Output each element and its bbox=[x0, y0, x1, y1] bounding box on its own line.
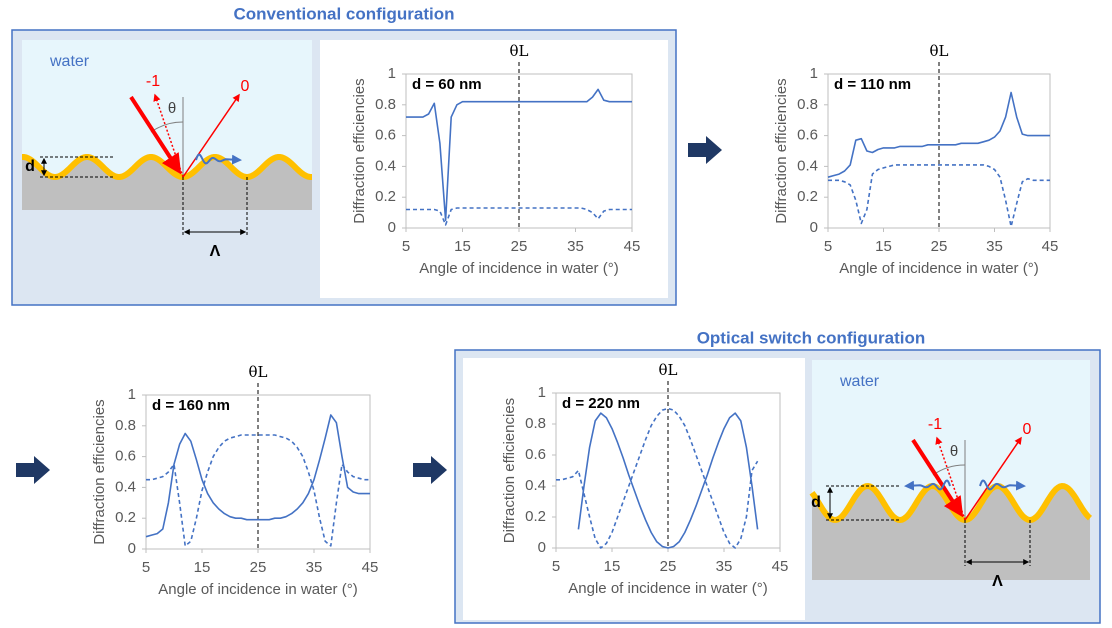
y-tick-label: 0.8 bbox=[525, 415, 546, 432]
y-axis-label: Diffraction efficiencies bbox=[91, 399, 108, 544]
y-tick-label: 0.8 bbox=[797, 96, 818, 113]
y-axis-label: Diffraction efficiencies bbox=[501, 398, 518, 543]
order-label: -1 bbox=[928, 416, 942, 433]
angle-label: θ bbox=[168, 100, 176, 117]
x-tick-label: 25 bbox=[660, 558, 677, 575]
y-tick-label: 1 bbox=[128, 386, 136, 403]
x-axis-label: Angle of incidence in water (°) bbox=[568, 580, 767, 597]
y-axis-label: Diffraction efficiencies bbox=[773, 78, 790, 223]
series-line bbox=[828, 164, 1050, 228]
x-tick-label: 5 bbox=[402, 238, 410, 255]
x-tick-label: 15 bbox=[454, 238, 471, 255]
order-label: 0 bbox=[1023, 421, 1032, 438]
y-tick-label: 0 bbox=[810, 219, 818, 236]
x-tick-label: 25 bbox=[511, 238, 528, 255]
medium-label: water bbox=[839, 373, 880, 390]
series-line bbox=[556, 407, 759, 549]
x-tick-label: 35 bbox=[716, 558, 733, 575]
x-tick-label: 45 bbox=[624, 238, 641, 255]
order-minus1 bbox=[153, 93, 184, 178]
y-tick-label: 0.2 bbox=[115, 509, 136, 526]
y-tick-label: 0.4 bbox=[115, 478, 136, 495]
chart-panel bbox=[320, 40, 668, 298]
depth-label: d bbox=[811, 494, 821, 511]
series-line bbox=[145, 414, 370, 538]
x-tick-label: 15 bbox=[194, 559, 211, 576]
period-label: Λ bbox=[210, 243, 221, 260]
y-tick-label: 0.4 bbox=[525, 477, 546, 494]
series-line bbox=[406, 207, 632, 226]
thickness-label: d = 160 nm bbox=[152, 397, 230, 414]
x-tick-label: 35 bbox=[986, 238, 1003, 255]
y-tick-label: 0.8 bbox=[115, 417, 136, 434]
x-tick-label: 25 bbox=[931, 238, 948, 255]
series-line bbox=[146, 434, 370, 547]
substrate bbox=[22, 157, 312, 210]
angle-label: θ bbox=[950, 443, 958, 460]
arrow bbox=[413, 456, 447, 484]
depth-label: d bbox=[25, 158, 35, 175]
x-tick-label: 15 bbox=[875, 238, 892, 255]
x-tick-label: 45 bbox=[1042, 238, 1059, 255]
y-tick-label: 0.2 bbox=[525, 508, 546, 525]
x-axis-label: Angle of incidence in water (°) bbox=[158, 581, 357, 598]
marker-label: θL bbox=[930, 42, 949, 60]
y-tick-label: 0 bbox=[388, 219, 396, 236]
surface-wave bbox=[195, 153, 242, 165]
x-tick-label: 5 bbox=[552, 558, 560, 575]
x-axis-label: Angle of incidence in water (°) bbox=[419, 260, 618, 277]
y-tick-label: 0.4 bbox=[797, 157, 818, 174]
y-tick-label: 0.8 bbox=[375, 96, 396, 113]
panel-title: Conventional configuration bbox=[234, 4, 455, 23]
x-tick-label: 5 bbox=[824, 238, 832, 255]
incident-beam bbox=[129, 95, 182, 175]
medium-label: water bbox=[49, 53, 90, 70]
y-tick-label: 0.2 bbox=[797, 188, 818, 205]
period-label: Λ bbox=[992, 573, 1003, 590]
y-tick-label: 1 bbox=[388, 65, 396, 82]
x-tick-label: 35 bbox=[567, 238, 584, 255]
x-tick-label: 15 bbox=[604, 558, 621, 575]
x-tick-label: 45 bbox=[772, 558, 789, 575]
y-tick-label: 0.6 bbox=[525, 446, 546, 463]
y-tick-label: 1 bbox=[810, 65, 818, 82]
x-axis-label: Angle of incidence in water (°) bbox=[839, 260, 1038, 277]
x-tick-label: 45 bbox=[362, 559, 379, 576]
series-line bbox=[406, 88, 632, 222]
arrow bbox=[16, 456, 50, 484]
y-tick-label: 0.4 bbox=[375, 157, 396, 174]
series-line bbox=[577, 412, 759, 549]
thickness-label: d = 220 nm bbox=[562, 395, 640, 412]
thickness-label: d = 110 nm bbox=[834, 76, 911, 93]
y-axis-label: Diffraction efficiencies bbox=[351, 78, 368, 223]
substrate bbox=[812, 486, 1090, 580]
y-tick-label: 0 bbox=[538, 539, 546, 556]
order-label: 0 bbox=[241, 78, 250, 95]
incident-beam bbox=[911, 438, 964, 518]
order-0 bbox=[182, 93, 240, 178]
arrow bbox=[688, 136, 722, 164]
marker-label: θL bbox=[249, 363, 268, 381]
order-label: -1 bbox=[146, 73, 160, 90]
x-tick-label: 35 bbox=[306, 559, 323, 576]
order-minus1 bbox=[935, 436, 966, 521]
x-tick-label: 5 bbox=[142, 559, 150, 576]
y-tick-label: 1 bbox=[538, 384, 546, 401]
thickness-label: d = 60 nm bbox=[412, 76, 482, 93]
y-tick-label: 0.6 bbox=[375, 127, 396, 144]
order-0 bbox=[964, 436, 1022, 521]
y-tick-label: 0.6 bbox=[797, 127, 818, 144]
marker-label: θL bbox=[659, 361, 678, 379]
y-tick-label: 0.6 bbox=[115, 448, 136, 465]
series-line bbox=[827, 91, 1050, 178]
y-tick-label: 0 bbox=[128, 540, 136, 557]
x-tick-label: 25 bbox=[250, 559, 267, 576]
y-tick-label: 0.2 bbox=[375, 188, 396, 205]
surface-wave bbox=[904, 479, 951, 491]
panel-title: Optical switch configuration bbox=[697, 328, 926, 347]
marker-label: θL bbox=[510, 42, 529, 60]
surface-wave bbox=[979, 479, 1026, 491]
